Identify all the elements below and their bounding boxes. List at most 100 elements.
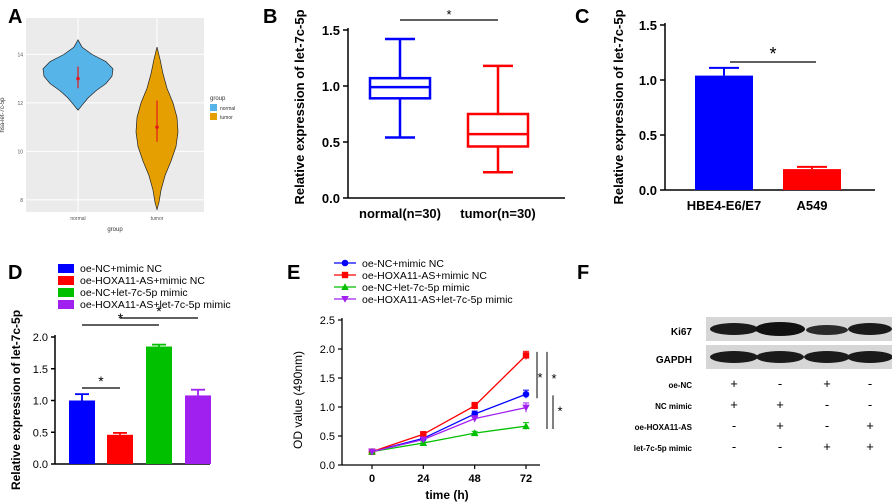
chart-d-ytick: 0.5: [33, 427, 48, 439]
chart-c-bar-1: [783, 169, 841, 190]
blot-condition-sign: +: [776, 418, 784, 433]
blot-band: [806, 325, 848, 335]
blot-condition-sign: -: [732, 439, 736, 454]
chart-d-legend-label: oe-NC+let-7c-5p mimic: [80, 287, 188, 299]
blot-gapdh-bands: [710, 351, 892, 363]
chart-e-ylabel: OD value (490nm): [291, 351, 305, 449]
chart-c-ylabel: Relative expression of let-7c-5p: [611, 9, 626, 204]
chart-e-ytick: 1.0: [320, 402, 335, 414]
chart-a-xlabel: group: [107, 227, 123, 233]
chart-b-sig-star: *: [446, 7, 451, 22]
blot-condition-sign: +: [776, 397, 784, 412]
chart-d-sig-star: *: [98, 373, 104, 389]
chart-e-point: [522, 352, 530, 359]
blot-condition-sign: -: [825, 418, 829, 433]
chart-e-legend-marker: [341, 296, 349, 303]
blot-panel: Ki67 GAPDH oe-NC + - + - NC mimic + + - - oe-HOXA1…: [580, 255, 892, 502]
chart-b-xtick: tumor(n=30): [460, 206, 535, 221]
chart-a-legend-key-tumor: [210, 113, 217, 120]
chart-e-sig-star: *: [537, 370, 542, 385]
blot-condition-sign: +: [866, 418, 874, 433]
chart-c-bar-0: [695, 75, 753, 190]
chart-b-ytick: 1.5: [322, 23, 340, 38]
blot-band: [710, 351, 758, 363]
chart-e-series-line: [371, 425, 527, 453]
chart-e-ytick: 1.5: [320, 373, 335, 385]
blot-label-gapdh: GAPDH: [656, 355, 692, 366]
chart-d-legend-key: [58, 288, 74, 297]
chart-e-xtick: 72: [520, 473, 532, 485]
chart-d-bar-0: [69, 400, 95, 464]
blot-condition-sign: +: [823, 439, 831, 454]
chart-c-svg: 0.0 0.5 1.0 1.5 HBE4-E6/E7 A549 * Relative ex…: [611, 9, 875, 213]
chart-a-legend-normal: normal: [220, 106, 235, 112]
chart-e-point: [522, 390, 530, 398]
chart-e-xtick: 24: [417, 473, 430, 485]
chart-c-xtick: A549: [796, 198, 827, 213]
chart-a-median-tumor: [155, 125, 159, 129]
chart-e-legend-label: oe-NC+mimic NC: [362, 258, 444, 270]
chart-a-ytick: 8: [20, 198, 23, 204]
chart-e-legend-marker: [341, 271, 349, 279]
chart-a-legend-title: group: [210, 96, 226, 102]
chart-a-legend-tumor: tumor: [220, 115, 233, 121]
chart-a-xtick: tumor: [151, 216, 164, 222]
blot-svg: Ki67 GAPDH oe-NC + - + - NC mimic + + - - oe-HOXA1…: [634, 317, 892, 454]
chart-e-legend-marker: [341, 283, 349, 290]
chart-b-xtick: normal(n=30): [359, 206, 441, 221]
blot-condition-sign: -: [868, 376, 872, 391]
blot-band: [710, 323, 758, 335]
chart-c-sig-star: *: [769, 44, 776, 64]
blot-condition-label: NC mimic: [655, 402, 692, 411]
chart-a: 8 10 12 14 normal tumor hsa-let-7c-5p group …: [0, 0, 260, 245]
chart-d-legend-key: [58, 264, 74, 273]
chart-c-ytick: 1.5: [639, 18, 657, 33]
chart-d-legend-key: [58, 300, 74, 309]
panel-label-f: F: [577, 262, 590, 284]
chart-d-sig-star: *: [156, 303, 162, 319]
blot-condition-sign: +: [730, 397, 738, 412]
blot-condition-label: oe-HOXA11-AS: [635, 423, 693, 432]
chart-b-svg: 0.0 0.5 1.0 1.5 normal(n=30) tumor(n=30) * Re…: [292, 7, 565, 221]
blot-ki67-bands: [710, 322, 892, 336]
chart-d: oe-NC+mimic NC oe-HOXA11-AS+mimic NC oe-NC…: [0, 255, 290, 502]
chart-e-point: [368, 448, 376, 456]
chart-a-ylabel: hsa-let-7c-5p: [0, 97, 6, 133]
chart-a-xtick: normal: [70, 216, 85, 222]
chart-e-point: [420, 431, 427, 438]
chart-e-sig-star: *: [557, 404, 562, 419]
blot-band: [756, 351, 804, 363]
chart-c-ytick: 1.0: [639, 73, 657, 88]
chart-d-legend-label: oe-NC+mimic NC: [80, 263, 162, 275]
blot-condition-label: oe-NC: [668, 381, 692, 390]
chart-c-xtick: HBE4-E6/E7: [687, 198, 761, 213]
chart-e-legend-label: oe-HOXA11-AS+let-7c-5p mimic: [362, 294, 513, 306]
blot-band: [848, 323, 892, 335]
chart-b-ytick: 0.0: [322, 191, 340, 206]
chart-e-series-line: [371, 393, 527, 453]
chart-e-point: [470, 429, 479, 437]
chart-e-xtick: 48: [469, 473, 481, 485]
blot-condition-sign: +: [866, 439, 874, 454]
chart-a-legend-key-normal: [210, 104, 217, 111]
chart-e-series-line: [371, 406, 527, 453]
panel-label-c: C: [575, 6, 590, 28]
blot-condition-sign: -: [868, 397, 872, 412]
chart-e-legend-label: oe-HOXA11-AS+mimic NC: [362, 270, 487, 282]
chart-e-sig-star: *: [551, 371, 556, 386]
chart-b-ytick: 1.0: [322, 79, 340, 94]
blot-condition-sign: -: [778, 439, 782, 454]
blot-label-ki67: Ki67: [671, 327, 693, 338]
chart-d-legend-key: [58, 276, 74, 285]
chart-a-plot-bg: [26, 18, 204, 212]
chart-d-ytick: 2.0: [33, 332, 48, 344]
panel-label-a: A: [8, 6, 23, 28]
chart-a-median-normal: [76, 76, 80, 81]
chart-e-ytick: 0.5: [320, 431, 335, 443]
panel-label-d: D: [8, 262, 23, 284]
chart-c: 0.0 0.5 1.0 1.5 HBE4-E6/E7 A549 * Relative ex…: [570, 0, 892, 250]
chart-e-ytick: 2.0: [320, 344, 335, 356]
chart-a-ytick: 10: [17, 149, 23, 155]
chart-e-point: [471, 402, 478, 410]
